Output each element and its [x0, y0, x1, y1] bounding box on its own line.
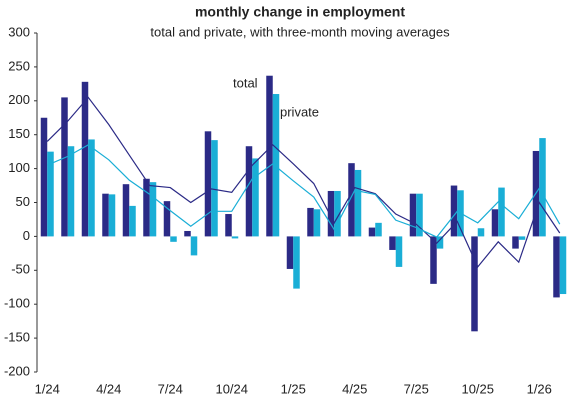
bar: [348, 163, 355, 237]
moving-average-line: [47, 144, 561, 238]
y-tick-label: -150: [4, 330, 30, 345]
chart-subtitle: total and private, with three-month movi…: [150, 24, 450, 39]
bar: [389, 236, 396, 250]
bar: [231, 236, 239, 239]
y-tick-label: 0: [23, 228, 30, 243]
bar: [334, 190, 341, 237]
bar: [245, 146, 253, 237]
x-tick-label: 1/25: [281, 381, 306, 396]
bar: [354, 169, 362, 237]
x-tick-label: 7/25: [404, 381, 429, 396]
bar: [81, 81, 89, 237]
bar: [375, 222, 382, 237]
y-tick-label: 250: [8, 58, 30, 73]
y-tick-label: 300: [8, 24, 30, 39]
y-tick-label: 200: [8, 92, 30, 107]
line-label: private: [280, 104, 319, 119]
y-tick-label: 50: [16, 194, 30, 209]
bar: [225, 214, 232, 237]
bar: [266, 75, 273, 237]
y-tick-label: 150: [8, 126, 30, 141]
bar: [471, 236, 478, 332]
bar: [512, 236, 519, 249]
bar: [40, 117, 48, 237]
x-tick-label: 10/25: [461, 381, 494, 396]
bar: [293, 236, 300, 289]
bar: [108, 194, 116, 237]
bar: [409, 193, 417, 237]
bar: [272, 94, 280, 237]
y-tick-label: 100: [8, 160, 30, 175]
bar: [122, 184, 130, 237]
bar: [436, 236, 444, 249]
bar: [477, 228, 485, 237]
bar: [47, 151, 54, 237]
x-tick-label: 4/25: [342, 381, 367, 396]
bar: [498, 187, 505, 237]
bar: [450, 185, 458, 237]
x-tick-label: 1/26: [527, 381, 552, 396]
bar: [61, 97, 68, 237]
bar: [204, 131, 212, 237]
bar: [313, 209, 321, 237]
bar: [430, 236, 437, 284]
bar: [102, 193, 109, 237]
x-tick-label: 1/24: [35, 381, 60, 396]
x-tick-label: 10/24: [215, 381, 248, 396]
bar: [368, 227, 376, 237]
bar: [163, 201, 171, 237]
x-tick-label: 4/24: [96, 381, 121, 396]
bar: [518, 236, 526, 240]
y-tick-label: -50: [11, 262, 30, 277]
bar: [149, 182, 157, 237]
bar: [559, 236, 567, 295]
bar: [184, 230, 191, 237]
bar: [553, 236, 560, 298]
bar: [539, 138, 546, 237]
bar: [170, 236, 177, 242]
bar: [190, 236, 198, 256]
bar: [416, 193, 423, 237]
bar: [88, 139, 95, 237]
x-tick-label: 7/24: [158, 381, 183, 396]
bar: [307, 207, 314, 237]
bar: [67, 146, 75, 237]
y-tick-label: -200: [4, 363, 30, 378]
bar: [491, 209, 499, 237]
bar: [211, 140, 218, 237]
line-label: total: [233, 75, 258, 90]
bar: [129, 205, 136, 237]
bar: [327, 190, 335, 237]
chart-title: monthly change in employment: [195, 4, 405, 20]
bar: [395, 236, 403, 267]
bar: [252, 158, 259, 237]
bar: [143, 178, 150, 237]
moving-average-line: [46, 96, 561, 269]
y-tick-label: -100: [4, 296, 30, 311]
bar: [286, 236, 294, 269]
